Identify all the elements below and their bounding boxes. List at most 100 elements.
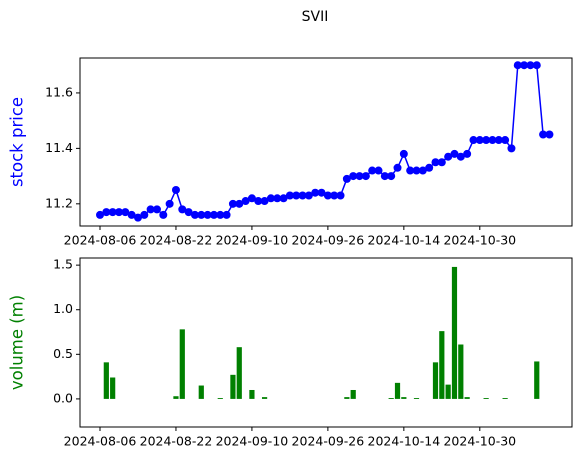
x-tick-label: 2024-10-30 (443, 233, 516, 248)
marker (159, 210, 168, 219)
marker (399, 149, 408, 158)
y-tick-label: 0.0 (53, 390, 73, 405)
marker (425, 163, 434, 172)
marker (304, 191, 313, 200)
marker (406, 166, 415, 175)
marker (501, 136, 510, 145)
marker (412, 166, 421, 175)
x-tick-label: 2024-10-30 (443, 434, 516, 449)
bar (344, 397, 350, 399)
x-tick-label: 2024-08-22 (140, 233, 213, 248)
x-tick-label: 2024-09-26 (292, 233, 365, 248)
marker (532, 61, 541, 70)
marker (254, 197, 263, 206)
x-tick-label: 2024-10-14 (368, 233, 441, 248)
marker (298, 191, 307, 200)
marker (342, 174, 351, 183)
bar (432, 362, 439, 399)
marker (216, 210, 225, 219)
bar (445, 384, 451, 399)
bar (261, 397, 268, 399)
marker (266, 194, 275, 203)
marker (273, 194, 282, 203)
marker (96, 210, 104, 219)
marker (102, 208, 111, 217)
marker (209, 210, 218, 219)
marker (317, 188, 326, 197)
marker (463, 149, 472, 158)
marker (380, 172, 389, 181)
axes-frame (79, 57, 573, 227)
marker (140, 210, 149, 219)
y-tick-label: 0.5 (53, 346, 73, 361)
marker (456, 152, 465, 161)
marker (539, 130, 548, 139)
x-tick-label: 2024-08-06 (64, 233, 137, 248)
figure-title: SVII (302, 9, 329, 25)
marker (228, 199, 237, 208)
marker (241, 197, 250, 206)
marker (127, 210, 136, 219)
marker (349, 172, 358, 181)
bar (439, 331, 445, 399)
bar (249, 389, 255, 399)
marker (482, 136, 491, 145)
marker (450, 149, 459, 158)
marker (285, 191, 294, 200)
bar (502, 398, 508, 399)
marker (545, 130, 554, 139)
marker (374, 166, 383, 175)
x-tick-label: 2024-09-10 (216, 233, 289, 248)
y-tick-label: 11.2 (45, 195, 73, 210)
x-tick-label: 2024-08-22 (140, 434, 213, 449)
marker (418, 166, 427, 175)
marker (387, 172, 396, 181)
bar (413, 398, 420, 399)
marker (507, 144, 516, 153)
marker (279, 194, 288, 203)
marker (190, 210, 199, 219)
marker (114, 208, 123, 217)
y-axis-label: stock price (8, 97, 27, 187)
marker (488, 136, 497, 145)
marker (197, 210, 206, 219)
bar (394, 382, 401, 399)
bar (230, 374, 236, 399)
marker (222, 210, 231, 219)
marker (444, 152, 453, 161)
bar (217, 398, 223, 399)
bar (464, 397, 470, 399)
marker (520, 61, 529, 70)
marker (513, 61, 522, 70)
y-axis-label: volume (m) (8, 295, 27, 390)
x-tick-label: 2024-10-14 (368, 434, 441, 449)
marker (165, 199, 174, 208)
marker (178, 205, 187, 214)
axes-frame (79, 257, 573, 428)
marker (361, 172, 370, 181)
marker (108, 208, 117, 217)
bar (483, 398, 489, 399)
bar (236, 347, 242, 399)
bar (110, 377, 116, 399)
marker (368, 166, 377, 175)
marker (146, 205, 155, 214)
bar (198, 385, 204, 399)
bar (388, 398, 394, 399)
marker (247, 194, 256, 203)
marker (235, 199, 244, 208)
marker (184, 208, 193, 217)
marker (203, 210, 212, 219)
marker (121, 208, 130, 217)
marker (526, 61, 535, 70)
x-tick-label: 2024-08-06 (64, 434, 137, 449)
marker (260, 197, 269, 206)
bar (401, 397, 407, 399)
bar (173, 396, 179, 399)
bar (179, 329, 185, 399)
marker (330, 191, 339, 200)
bar (350, 389, 356, 399)
marker (431, 158, 440, 167)
